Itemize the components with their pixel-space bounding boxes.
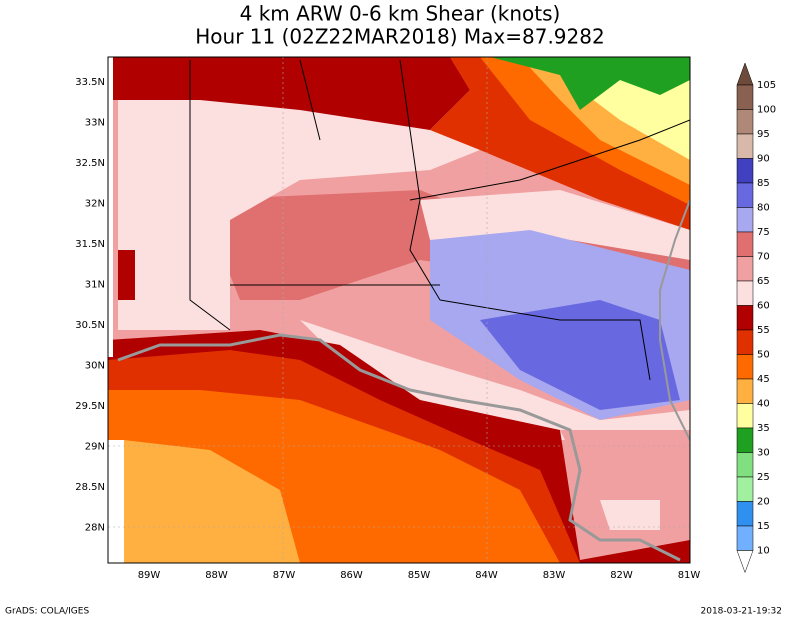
colorbar-label: 10: [757, 546, 770, 557]
footer-right: 2018-03-21-19:32: [701, 607, 783, 617]
colorbar-box: [736, 329, 754, 355]
colorbar-label: 90: [757, 154, 770, 165]
lat-label: 33N: [85, 118, 105, 129]
lat-label: 32N: [85, 199, 105, 210]
lat-label: 29N: [85, 442, 105, 453]
colorbar-label: 45: [757, 374, 770, 385]
lat-label: 32.5N: [75, 158, 105, 169]
lon-label: 81W: [678, 570, 701, 581]
lon-label: 83W: [543, 570, 566, 581]
title-line: 4 km ARW 0-6 km Shear (knots): [240, 2, 561, 26]
colorbar-box: [736, 207, 754, 233]
lat-label: 33.5N: [75, 77, 105, 88]
colorbar-label: 25: [757, 472, 770, 483]
lon-label: 85W: [408, 570, 431, 581]
colorbar-box: [736, 403, 754, 429]
colorbar-box: [736, 158, 754, 184]
lat-label: 30.5N: [75, 320, 105, 331]
lat-label: 31.5N: [75, 239, 105, 250]
lon-label: 87W: [273, 570, 296, 581]
colorbar-label: 70: [757, 252, 770, 263]
colorbar-box: [736, 133, 754, 159]
title-line: Hour 11 (02Z22MAR2018) Max=87.9282: [195, 25, 604, 49]
colorbar-box: [736, 109, 754, 135]
lon-label: 84W: [475, 570, 498, 581]
lat-label: 28.5N: [75, 482, 105, 493]
lon-label: 86W: [340, 570, 363, 581]
colorbar-box: [736, 256, 754, 282]
lon-label: 82W: [610, 570, 633, 581]
colorbar-label: 35: [757, 423, 770, 434]
colorbar-label: 100: [757, 105, 776, 116]
colorbar-label: 55: [757, 325, 770, 336]
colorbar-label: 50: [757, 350, 770, 361]
colorbar-label: 105: [757, 80, 776, 91]
colorbar-box: [736, 280, 754, 306]
lat-label: 30N: [85, 361, 105, 372]
colorbar-label: 85: [757, 178, 770, 189]
colorbar-box: [736, 452, 754, 478]
colorbar-arrow: [736, 62, 754, 86]
colorbar-label: 20: [757, 497, 770, 508]
colorbar-label: 95: [757, 129, 770, 140]
colorbar-box: [736, 476, 754, 502]
colorbar-box: [736, 525, 754, 551]
colorbar-label: 80: [757, 203, 770, 214]
colorbar-box: [736, 182, 754, 208]
lat-label: 29.5N: [75, 401, 105, 412]
footer-left: GrADS: COLA/IGES: [5, 607, 89, 617]
colorbar-label: 30: [757, 448, 770, 459]
colorbar-label: 60: [757, 301, 770, 312]
colorbar-box: [736, 231, 754, 257]
lat-label: 28N: [85, 523, 105, 534]
colorbar: 105 100 95 90 85 80 75 70 65 60 55 50 45 40 35 30 25 20 15…: [736, 62, 776, 574]
lon-label: 89W: [138, 570, 161, 581]
lat-label: 31N: [85, 280, 105, 291]
colorbar-box: [736, 305, 754, 331]
colorbar-box: [736, 84, 754, 110]
colorbar-box: [736, 501, 754, 527]
lon-label: 88W: [205, 570, 228, 581]
colorbar-label: 40: [757, 399, 770, 410]
colorbar-arrow: [736, 550, 754, 574]
colorbar-box: [736, 427, 754, 453]
colorbar-box: [736, 378, 754, 404]
colorbar-label: 75: [757, 227, 770, 238]
colorbar-label: 65: [757, 276, 770, 287]
colorbar-box: [736, 354, 754, 380]
colorbar-label: 15: [757, 521, 770, 532]
map: [107, 56, 691, 564]
